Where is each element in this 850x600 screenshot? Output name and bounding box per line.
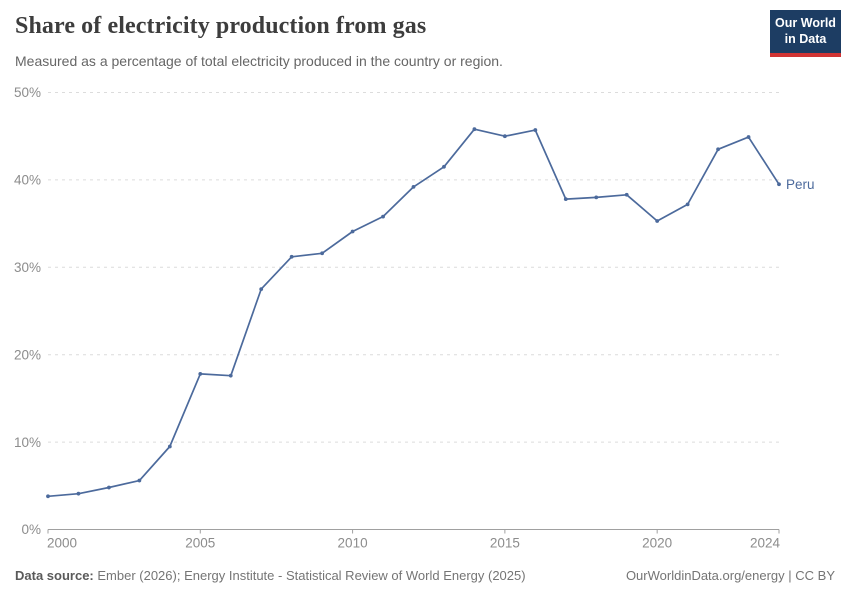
data-point[interactable] (76, 491, 81, 496)
data-point[interactable] (289, 254, 294, 259)
data-point[interactable] (563, 197, 568, 202)
x-tick-label: 2015 (490, 536, 520, 551)
owid-logo-line1: Our World (775, 16, 836, 30)
data-point[interactable] (350, 229, 355, 234)
data-point[interactable] (259, 287, 264, 292)
data-point[interactable] (46, 494, 50, 499)
x-tick-label: 2020 (642, 536, 672, 551)
data-point[interactable] (228, 373, 233, 378)
series-label-peru[interactable]: Peru (786, 177, 815, 192)
y-tick-label: 40% (14, 173, 41, 188)
chart-footer: Data source: Ember (2026); Energy Instit… (15, 568, 835, 583)
data-point[interactable] (320, 251, 325, 256)
y-tick-label: 50% (14, 85, 41, 100)
y-tick-label: 10% (14, 435, 41, 450)
data-point[interactable] (442, 164, 446, 169)
series-line-peru[interactable] (47, 128, 780, 498)
y-tick-label: 30% (14, 260, 41, 275)
data-point[interactable] (746, 135, 751, 139)
y-tick-label: 20% (14, 347, 41, 362)
data-source-text: Ember (2026); Energy Institute - Statist… (93, 568, 526, 583)
y-tick-label: 0% (21, 522, 41, 537)
data-point[interactable] (716, 147, 720, 152)
owid-logo-line2: in Data (784, 32, 827, 46)
x-tick-label: 2024 (750, 536, 781, 551)
data-point[interactable] (167, 444, 172, 449)
owid-logo[interactable]: Our World in Data (770, 10, 841, 57)
data-point[interactable] (381, 214, 385, 219)
x-tick-label: 2005 (185, 536, 215, 551)
credit-link[interactable]: OurWorldinData.org/energy | CC BY (625, 568, 835, 583)
data-point[interactable] (411, 184, 416, 189)
chart-subtitle: Measured as a percentage of total electr… (15, 53, 503, 69)
x-tick-label: 2000 (47, 536, 77, 551)
data-point[interactable] (107, 485, 111, 490)
data-point[interactable] (624, 192, 629, 197)
data-point[interactable] (533, 128, 538, 132)
data-point[interactable] (777, 182, 781, 187)
data-point[interactable] (685, 202, 690, 207)
data-point[interactable] (594, 195, 599, 200)
x-tick-label: 2010 (338, 536, 368, 551)
data-source-label: Data source: (15, 568, 94, 583)
data-point[interactable] (472, 127, 477, 132)
data-point[interactable] (655, 219, 660, 223)
data-source-note: Data source: Ember (2026); Energy Instit… (15, 568, 526, 583)
data-point[interactable] (198, 372, 203, 376)
data-point[interactable] (502, 134, 507, 139)
data-point[interactable] (137, 478, 142, 483)
page-title: Share of electricity production from gas (15, 13, 427, 39)
